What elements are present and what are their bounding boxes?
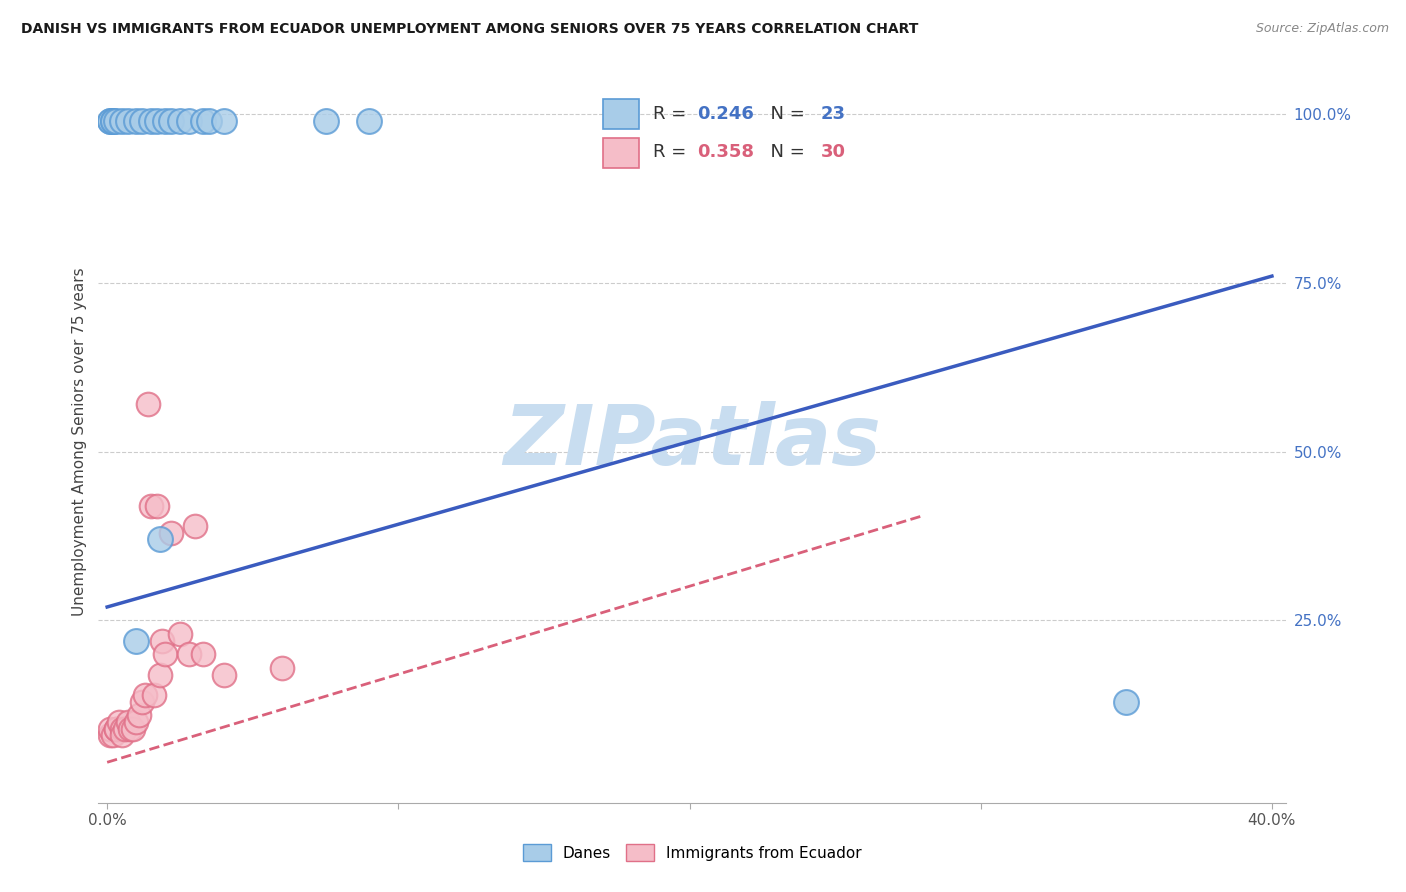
Point xyxy=(122,722,145,736)
Point xyxy=(198,113,221,128)
Point xyxy=(212,667,235,681)
Point xyxy=(98,728,121,742)
Point xyxy=(160,113,183,128)
Point xyxy=(169,627,191,641)
Point xyxy=(131,694,153,708)
Point xyxy=(101,113,124,128)
Point xyxy=(142,688,165,702)
Point xyxy=(128,708,150,723)
Point xyxy=(359,113,381,128)
Point xyxy=(270,661,292,675)
Y-axis label: Unemployment Among Seniors over 75 years: Unemployment Among Seniors over 75 years xyxy=(72,268,87,615)
Point xyxy=(145,113,167,128)
Point xyxy=(98,113,121,128)
Point xyxy=(139,499,162,513)
Point xyxy=(145,499,167,513)
Point xyxy=(1115,694,1137,708)
Point xyxy=(117,714,139,729)
Point xyxy=(101,113,124,128)
Point xyxy=(111,722,134,736)
Point xyxy=(160,525,183,540)
Point xyxy=(107,714,129,729)
Point xyxy=(177,113,200,128)
Point xyxy=(111,728,134,742)
Point xyxy=(125,714,148,729)
Point xyxy=(136,397,159,411)
Point xyxy=(125,633,148,648)
Point xyxy=(120,722,142,736)
Point xyxy=(139,113,162,128)
Point xyxy=(152,633,174,648)
Point xyxy=(169,113,191,128)
Point xyxy=(114,722,136,736)
Point xyxy=(117,113,139,128)
Point xyxy=(212,113,235,128)
Point xyxy=(104,722,127,736)
Point xyxy=(155,647,177,661)
Point xyxy=(131,113,153,128)
Point xyxy=(155,113,177,128)
Point xyxy=(98,722,121,736)
Point xyxy=(193,113,215,128)
Text: DANISH VS IMMIGRANTS FROM ECUADOR UNEMPLOYMENT AMONG SENIORS OVER 75 YEARS CORRE: DANISH VS IMMIGRANTS FROM ECUADOR UNEMPL… xyxy=(21,22,918,37)
Legend: Danes, Immigrants from Ecuador: Danes, Immigrants from Ecuador xyxy=(517,838,868,867)
Point xyxy=(104,722,127,736)
Point xyxy=(134,688,156,702)
Point xyxy=(148,667,170,681)
Point xyxy=(183,519,205,533)
Point xyxy=(125,113,148,128)
Point xyxy=(98,113,121,128)
Point xyxy=(111,113,134,128)
Point xyxy=(101,728,124,742)
Point xyxy=(177,647,200,661)
Point xyxy=(148,533,170,547)
Point xyxy=(193,647,215,661)
Point xyxy=(104,113,127,128)
Text: Source: ZipAtlas.com: Source: ZipAtlas.com xyxy=(1256,22,1389,36)
Text: ZIPatlas: ZIPatlas xyxy=(503,401,882,482)
Point xyxy=(315,113,337,128)
